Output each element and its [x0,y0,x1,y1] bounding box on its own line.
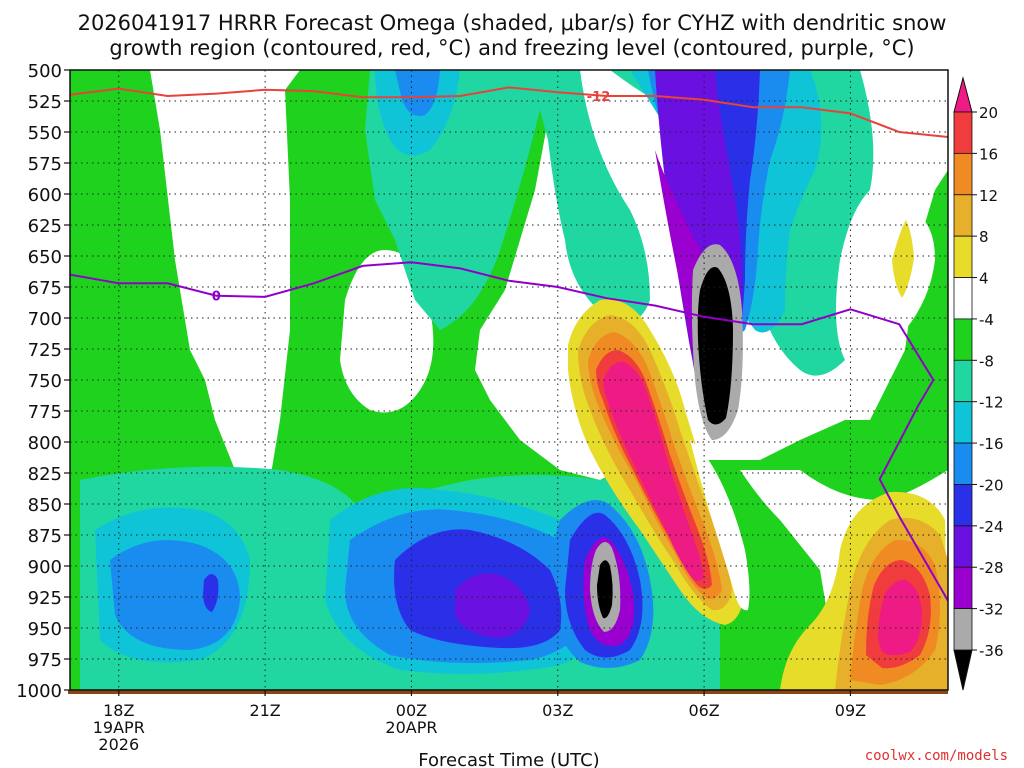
colorbar-swatch [953,566,973,610]
x-tick-label-00Z: 00Z [396,701,427,720]
grid-lines [70,70,948,690]
x-tick-label-18Z: 18Z [103,701,134,720]
colorbar-swatch [953,608,973,651]
omega-field-blue-low [110,540,240,650]
x-tick-label-09Z: 09Z [835,701,866,720]
x-tick-label-06Z: 06Z [688,701,719,720]
y-tick-label-575: 575 [28,154,62,175]
colorbar-swatch [953,152,973,196]
colorbar-swatch [953,484,973,527]
colorbar-swatch [953,235,973,278]
omega-field-purple-mid [455,573,530,638]
colorbar-label: 16 [979,145,998,163]
y-tick-label-925: 925 [28,588,62,609]
y-tick-label-675: 675 [28,278,62,299]
colorbar-label: -8 [979,352,994,370]
colorbar-label: -36 [979,642,1004,660]
y-tick-label-975: 975 [28,650,62,671]
chart-title-line2: growth region (contoured, red, °C) and f… [109,36,914,60]
colorbar-max-arrow [953,76,973,113]
colorbar-swatch [953,111,973,154]
colorbar-label: 12 [979,187,998,205]
omega-field-darkblue-dot [203,574,219,612]
y-tick-label-750: 750 [28,371,62,392]
x-axis-label: Forecast Time (UTC) [418,750,599,768]
colorbar-swatch [953,277,973,320]
y-tick-label-875: 875 [28,526,62,547]
colorbar-label: -4 [979,311,994,329]
omega-field-white-center [340,250,434,413]
omega-field-magenta-band [603,361,704,581]
x-tick-label-03Z: 03Z [542,701,573,720]
colorbar-swatch [953,525,973,568]
x-tick-sublabel-year: 2026 [98,735,139,754]
y-tick-label-600: 600 [28,185,62,206]
ground-surface-strip [68,690,948,694]
y-tick-label-850: 850 [28,495,62,516]
y-tick-label-525: 525 [28,92,62,113]
colorbar-label: -28 [979,559,1004,577]
x-tick-label-21Z: 21Z [249,701,280,720]
omega-field-black-06z [697,266,733,425]
x-tick-sublabel-date: 19APR [93,718,145,737]
y-tick-label-1000: 1000 [16,681,62,702]
colorbar-label: 4 [979,270,989,288]
y-tick-label-825: 825 [28,464,62,485]
omega-field-black-03z [597,560,613,619]
colorbar-swatch [953,194,973,237]
omega-field-yellow-spot [892,220,914,298]
credit-text: coolwx.com/models [865,748,1008,764]
colorbar-swatch [953,359,973,403]
y-tick-label-725: 725 [28,340,62,361]
contour-lines: -12 0 [70,86,948,602]
chart-title-line1: 2026041917 HRRR Forecast Omega (shaded, … [78,11,947,35]
colorbar-swatch [953,401,973,444]
colorbar-label: -24 [979,518,1004,536]
y-tick-label-500: 500 [28,61,62,82]
omega-field-white-slot [690,440,750,611]
colorbar-label: -20 [979,476,1004,494]
y-tick-label-775: 775 [28,402,62,423]
freezing-level-contour-label: 0 [212,290,221,305]
colorbar-label: 20 [979,104,998,122]
colorbar-swatch [953,318,973,361]
omega-field-white-upper-right-top [900,70,948,160]
colorbar-min-arrow [953,649,973,691]
y-tick-label-650: 650 [28,247,62,268]
omega-field-blue-top [395,70,440,116]
x-tick-sublabel-date: 20APR [385,718,437,737]
y-tick-label-900: 900 [28,557,62,578]
freezing-level-contour-line [70,261,948,602]
colorbar: 20 16 12 8 4 -4 -8 -12 -16 -20 -24 -28 -32 -36 [953,76,1004,691]
colorbar-label: -32 [979,601,1004,619]
y-axis: 500 525 550 575 600 625 650 675 700 725 750 775 800 8… [16,61,70,702]
y-tick-label-950: 950 [28,619,62,640]
colorbar-swatch [953,442,973,485]
omega-field-magenta-east [878,579,922,655]
y-tick-label-550: 550 [28,123,62,144]
y-tick-label-800: 800 [28,433,62,454]
colorbar-label: 8 [979,228,989,246]
dgz-contour-line [70,86,948,138]
dgz-contour-label: -12 [587,90,611,105]
y-tick-label-625: 625 [28,216,62,237]
omega-shading [70,70,948,690]
y-tick-label-700: 700 [28,309,62,330]
colorbar-label: -12 [979,394,1004,412]
colorbar-label: -16 [979,435,1004,453]
